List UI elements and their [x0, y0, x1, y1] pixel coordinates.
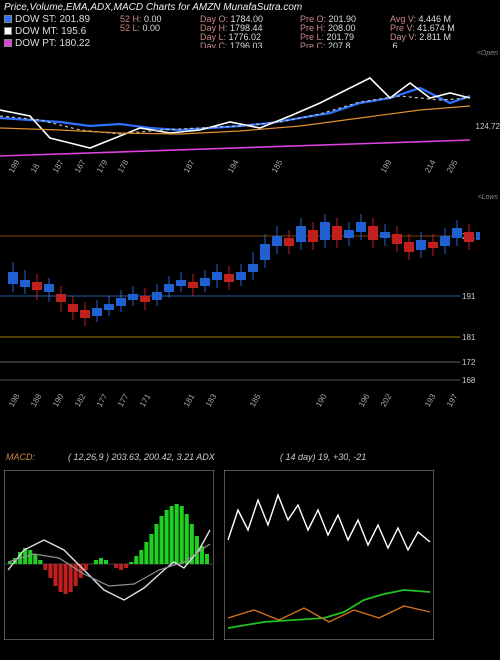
macd-params: ( 12,26,9 ) 203.63, 200.42, 3.21 ADX: [68, 452, 215, 462]
macd-label: MACD:: [6, 452, 35, 462]
adx-params: ( 14 day) 19, +30, -21: [280, 452, 366, 462]
chart-title: Price,Volume,EMA,ADX,MACD Charts for AMZ…: [4, 2, 302, 13]
legend-st: DOW ST: 201.89: [4, 14, 90, 25]
legend-mt: DOW MT: 195.6: [4, 26, 86, 37]
x-axis-labels-2: 1981881901821771771711811831851901962021…: [0, 404, 482, 418]
x-axis-labels-1: 19918187167179178187194185199214205: [0, 170, 482, 184]
line-chart-panel: 124.72 <Open: [0, 48, 500, 168]
svg-text:191: 191: [462, 292, 476, 301]
macd-panel: [4, 470, 214, 640]
candle-chart-panel: 201191181172168 <Lows: [0, 192, 500, 402]
svg-text:172: 172: [462, 358, 476, 367]
svg-text:181: 181: [462, 333, 476, 342]
svg-text:168: 168: [462, 376, 476, 385]
price-tag: 124.72: [476, 122, 500, 131]
adx-panel: [224, 470, 434, 640]
